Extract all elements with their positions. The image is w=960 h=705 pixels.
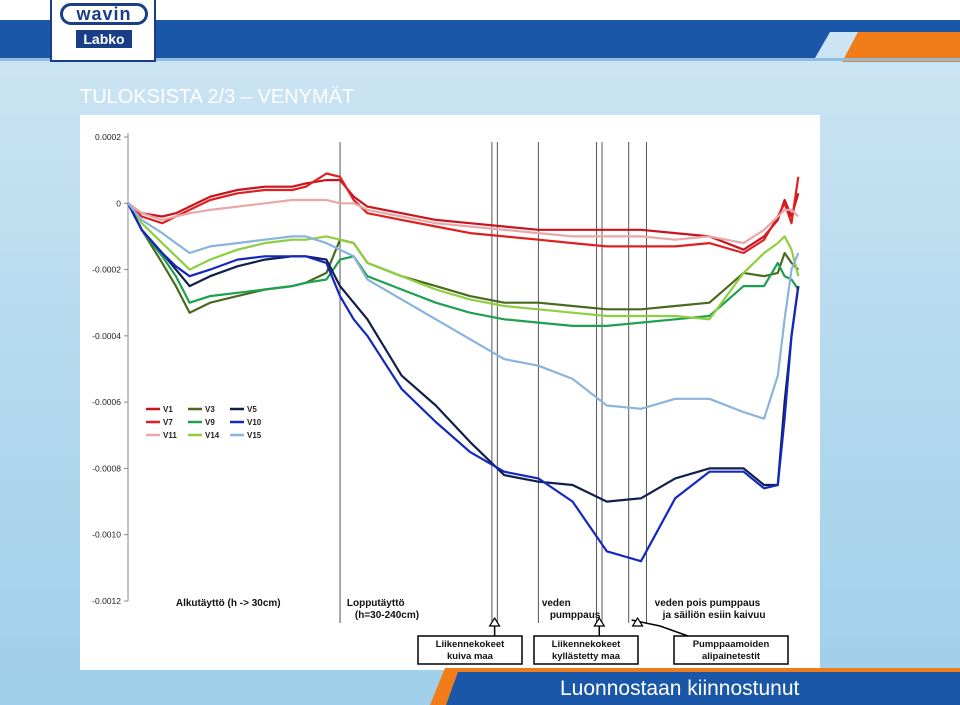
y-tick-label: 0.0002	[95, 132, 121, 142]
chart-panel: 0.0002 0 -0.0002 -0.0004 -0.0006 -0.0008 -0.00…	[80, 115, 820, 670]
y-tick-label: -0.0006	[92, 397, 121, 407]
header-orange-accent	[842, 32, 960, 62]
callout-label: kuiva maa	[447, 651, 494, 662]
phase-label: veden	[542, 598, 571, 609]
phase-label: veden pois pumppaus	[655, 598, 761, 609]
callout-label: Pumppaamoiden	[693, 639, 770, 650]
callout-arrowhead	[488, 616, 501, 627]
y-tick-label: -0.0008	[92, 463, 121, 473]
company-logo: wavin Labko	[50, 0, 156, 62]
header-graphic	[0, 0, 960, 62]
legend-entry: V5	[247, 405, 257, 414]
slide-title: TULOKSISTA 2/3 – VENYMÄT	[80, 86, 355, 108]
callout-label: Liikennekokeet	[436, 639, 505, 650]
callout-box	[417, 635, 523, 665]
y-tick-label: -0.0010	[92, 530, 121, 540]
y-tick-label: -0.0004	[92, 331, 121, 341]
series-line-v15	[127, 202, 800, 420]
callout-box	[673, 635, 789, 665]
series-line-v14	[127, 202, 800, 321]
footer-graphic	[430, 668, 960, 705]
legend-entry: V3	[205, 405, 215, 414]
callout-label: alipainetestit	[702, 651, 761, 662]
legend-entry: V10	[247, 418, 262, 427]
legend-entry: V11	[163, 431, 177, 440]
y-tick-label: 0	[116, 198, 121, 208]
logo-wavin-text: wavin	[60, 3, 148, 25]
legend-entry: V1	[163, 405, 173, 414]
footer-blue-bar	[446, 672, 960, 705]
legend-entry: V9	[205, 418, 215, 427]
header-bar: wavin Labko	[0, 0, 960, 66]
series-line-v11	[127, 198, 800, 245]
phase-label: Alkutäyttö (h -> 30cm)	[176, 598, 281, 609]
strain-chart: 0.0002 0 -0.0002 -0.0004 -0.0006 -0.0008 -0.00…	[92, 132, 800, 665]
y-tick-label: -0.0012	[92, 596, 121, 606]
callout-label: kyllästetty maa	[552, 651, 621, 662]
phase-label: ja säiliön esiin kaivuu	[662, 610, 766, 621]
series-line-v1	[127, 179, 800, 251]
header-blue-bar	[0, 20, 960, 58]
series-line-v10	[127, 202, 800, 563]
legend-entry: V15	[247, 431, 262, 440]
phase-label: Lopputäyttö	[347, 598, 405, 609]
footer-bar	[0, 668, 960, 705]
series-line-v3	[127, 202, 800, 314]
phase-label: (h=30-240cm)	[355, 610, 419, 621]
callout-arrow	[631, 619, 689, 637]
footer-tagline: Luonnostaan kiinnostunut	[560, 677, 800, 700]
callout-box	[533, 635, 639, 665]
logo-labko-text: Labko	[76, 30, 132, 48]
callout-arrowhead	[593, 616, 606, 627]
header-white-strip	[0, 0, 960, 20]
header-shadow	[0, 58, 960, 61]
series-line-v5	[127, 202, 800, 503]
callout-arrowhead	[631, 616, 644, 627]
series-line-v9	[127, 202, 800, 327]
series-line-v7	[127, 172, 800, 255]
phase-label: pumppaus	[550, 610, 601, 621]
legend-entry: V14	[205, 431, 220, 440]
y-tick-label: -0.0002	[92, 265, 121, 275]
legend-entry: V7	[163, 418, 173, 427]
callout-label: Liikennekokeet	[552, 639, 621, 650]
